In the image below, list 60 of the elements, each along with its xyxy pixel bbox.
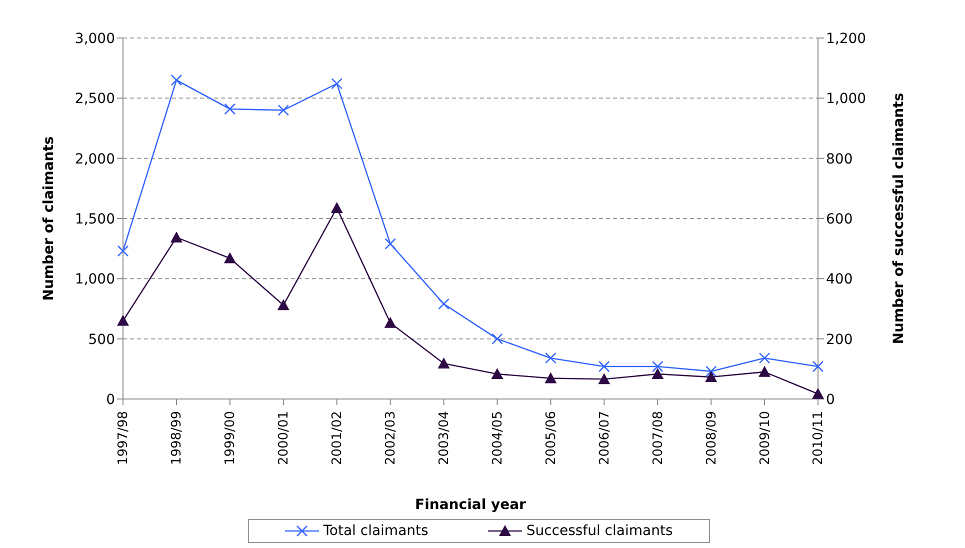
y-tick-label: 1,500 [74,211,115,228]
x-tick-label: 2006/07 [597,411,612,466]
y2-tick-label: 200 [826,332,853,348]
point [224,103,236,115]
point [705,366,717,377]
x-tick-label: 2003/04 [437,411,452,466]
x-tick-label: 2002/03 [384,411,399,466]
y-axis-title: Number of claimants [40,136,57,301]
point [652,360,664,372]
point [278,104,290,116]
y2-tick-label: 400 [826,272,853,288]
y-tick-label: 1,000 [74,272,115,288]
legend-label: Successful claimants [526,523,673,539]
y-tick-label: 500 [88,332,115,348]
y-tick-label: 2,500 [74,91,115,108]
y2-axis-title: Number of successful claimants [890,92,907,344]
y2-tick-label: 1,000 [826,91,866,108]
point [438,298,450,310]
point [277,299,290,310]
x-tick-label: 2000/01 [276,411,292,466]
x-axis-title: Financial year [415,497,526,513]
x-tick-label: 1999/00 [223,411,238,466]
x-tick-label: 2004/05 [490,411,506,466]
x-tick-label: 2008/09 [704,411,720,466]
y-tick-label: 2,000 [74,151,115,168]
point [598,360,610,372]
point [331,78,342,90]
x-tick-label: 2005/06 [544,411,559,466]
point [492,333,503,344]
point [705,371,718,382]
point [491,368,504,380]
x-tick-label: 1997/98 [116,411,132,466]
y2-tick-label: 1,200 [826,30,866,47]
x-tick-label: 2007/08 [650,411,666,466]
y2-tick-label: 600 [826,211,853,228]
point [170,74,182,86]
point [384,238,396,250]
point [545,352,556,364]
y2-tick-label: 0 [826,392,835,408]
point [170,231,182,242]
point [598,373,610,384]
point [330,202,343,213]
point [812,360,824,372]
x-tick-label: 2009/10 [758,411,773,466]
point [117,245,129,257]
y-tick-label: 0 [106,392,115,408]
y2-tick-label: 800 [826,151,853,168]
point [117,314,129,326]
point [758,352,770,364]
point [224,252,236,264]
point [544,372,557,384]
x-tick-label: 2001/02 [330,411,346,466]
point [652,368,664,380]
y-tick-label: 3,000 [74,30,115,47]
legend-label: Total claimants [323,523,428,539]
x-tick-label: 2010/11 [811,411,826,466]
x-tick-label: 1998/99 [170,411,185,466]
point [438,358,450,368]
point [758,366,771,377]
point [384,316,396,328]
